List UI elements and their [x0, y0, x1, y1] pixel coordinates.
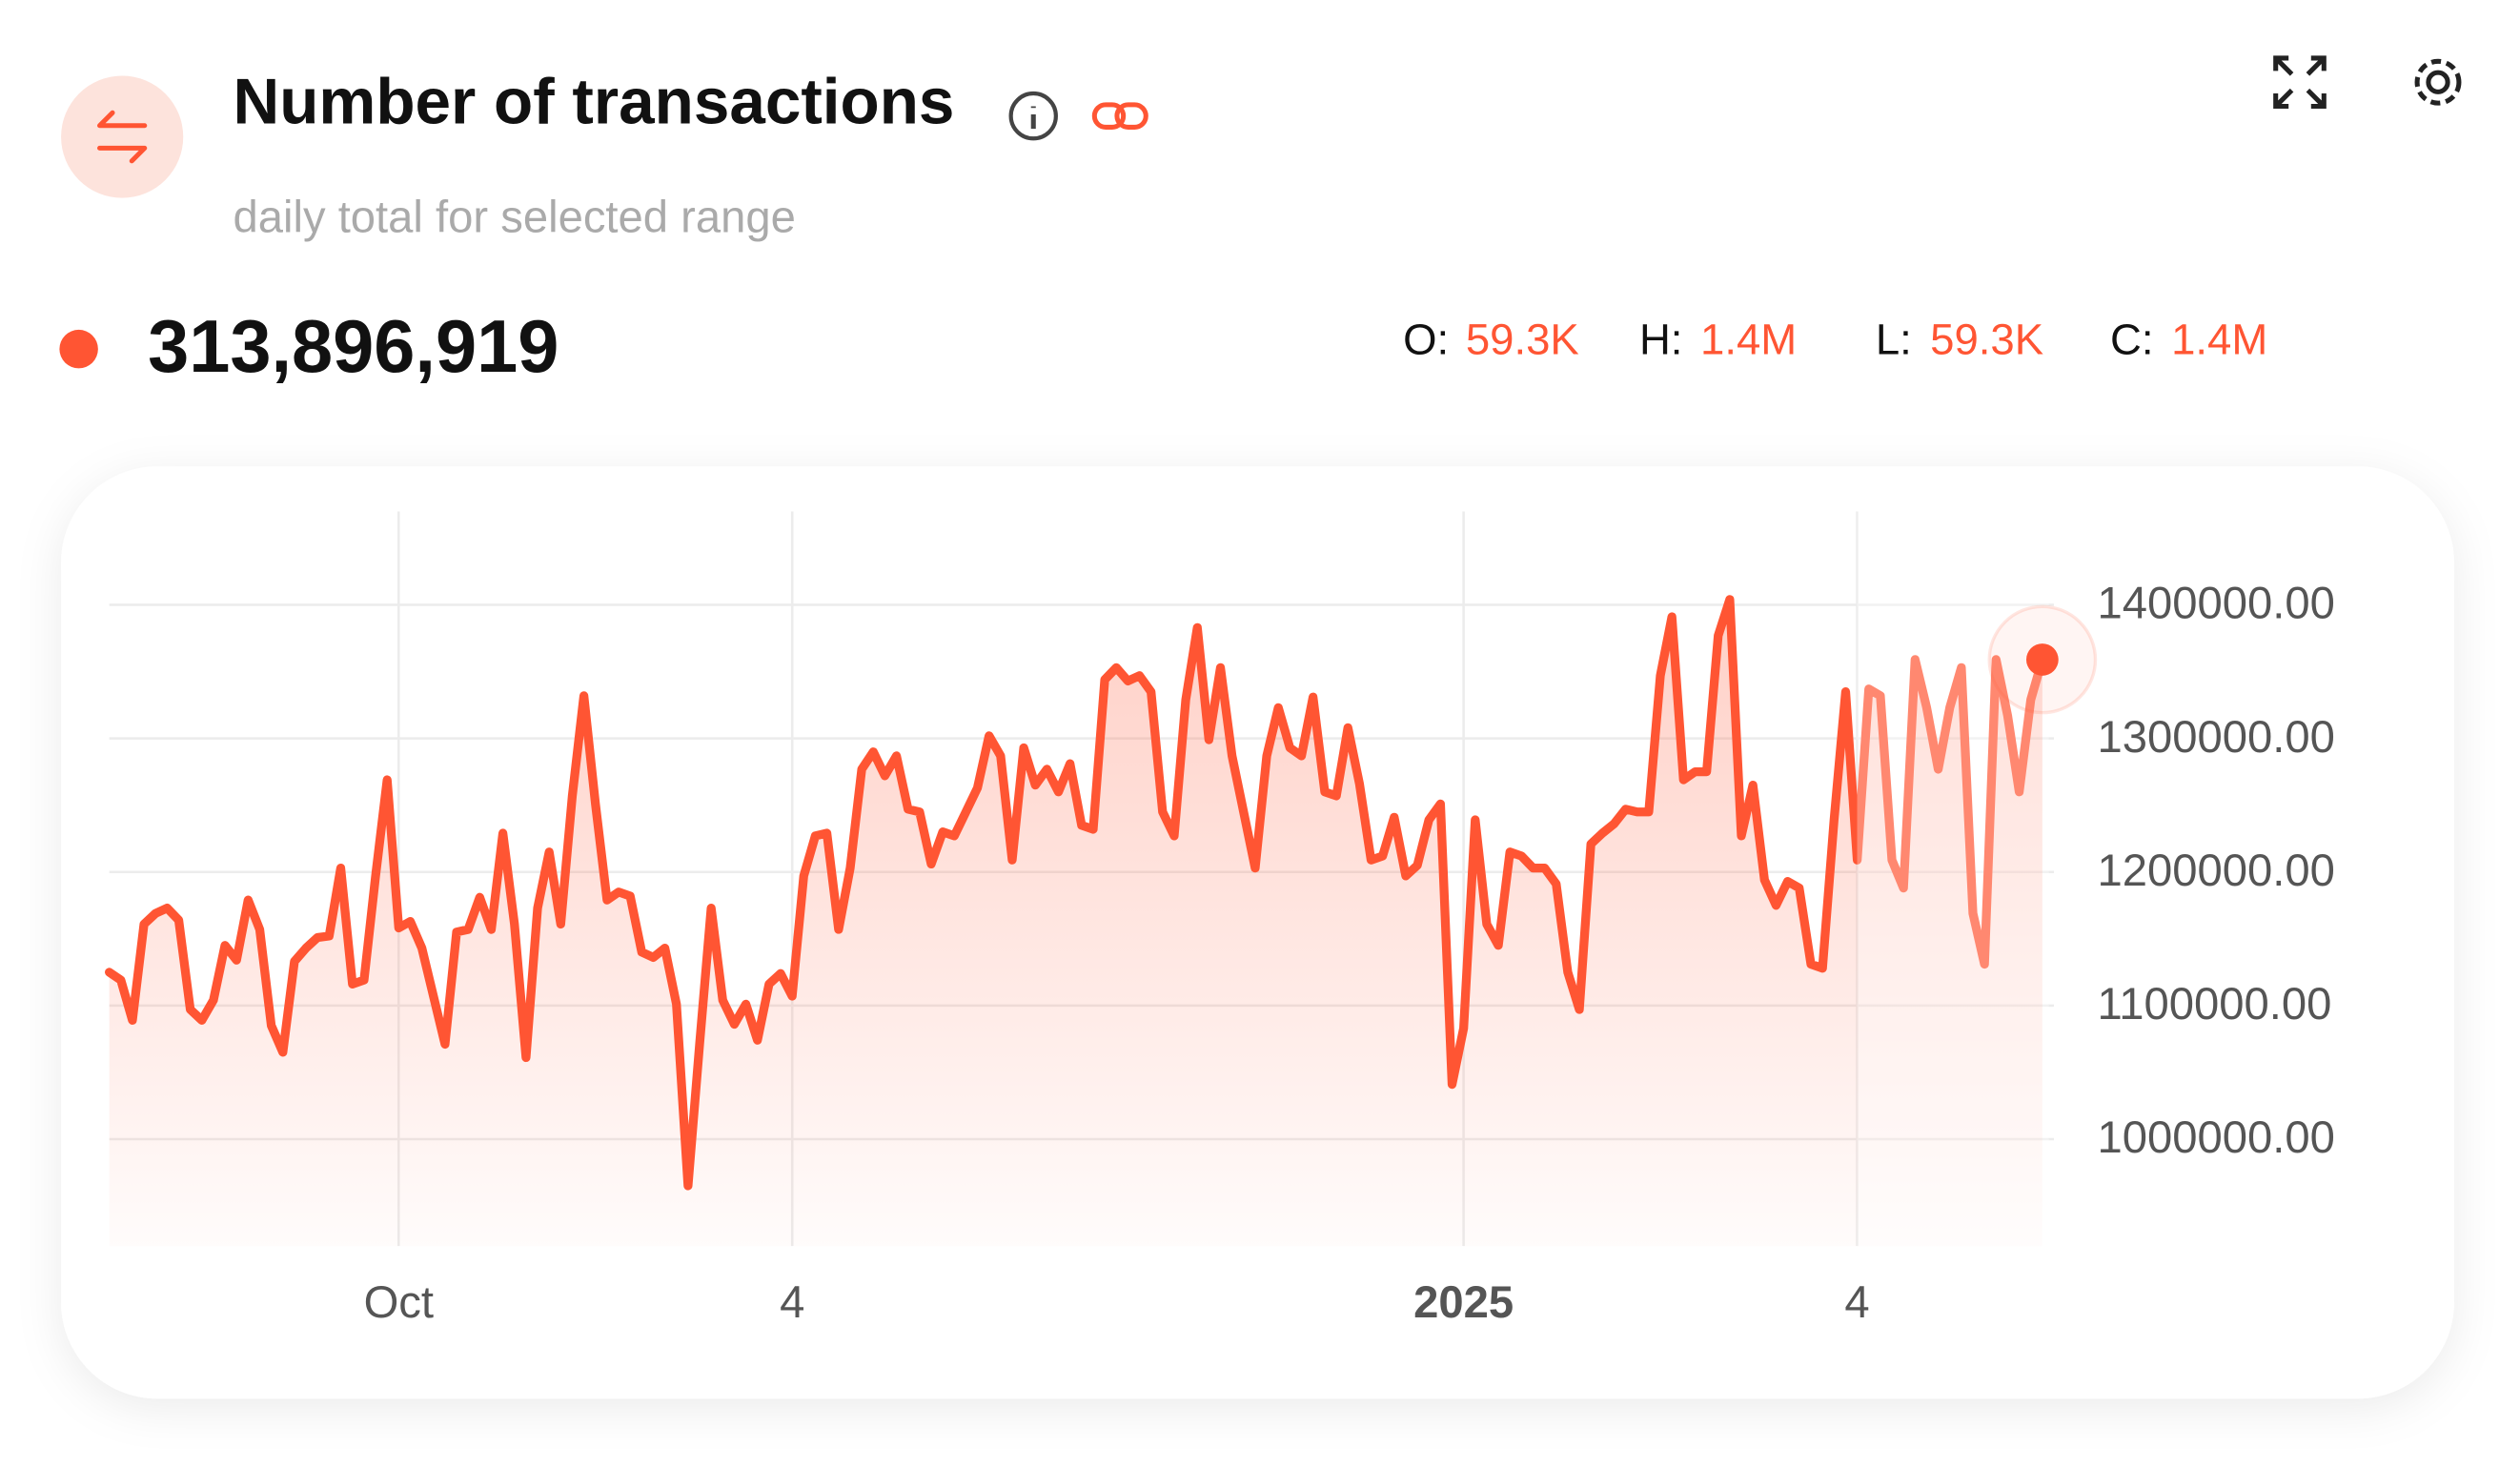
ohlc-value: 1.4M	[1700, 315, 1797, 363]
swap-icon	[97, 110, 148, 164]
ohlc-key: H:	[1639, 315, 1683, 363]
line	[105, 595, 2047, 1191]
ohlc-value: 1.4M	[2171, 315, 2267, 363]
settings-icon[interactable]	[2414, 58, 2462, 106]
info-icon[interactable]	[1008, 91, 1058, 141]
expand-icon[interactable]	[2273, 55, 2327, 110]
y-tick-label: 1100000.00	[2098, 979, 2332, 1030]
y-tick-label: 1400000.00	[2098, 579, 2335, 629]
ohlc-key: L:	[1876, 315, 1912, 363]
ohlc-key: C:	[2110, 315, 2154, 363]
area-fill	[109, 599, 2042, 1247]
title: Number of transactions	[234, 66, 955, 137]
ohlc-value: 59.3K	[1930, 315, 2043, 363]
total-value: 313,896,919	[148, 306, 559, 388]
last-point	[2025, 643, 2059, 676]
series-dot	[59, 329, 98, 369]
y-tick-label: 1000000.00	[2098, 1112, 2335, 1163]
y-tick-label: 1300000.00	[2098, 712, 2335, 763]
header-icon	[61, 75, 184, 198]
x-tick-label: 4	[780, 1277, 804, 1328]
ohlc: O: 59.3K H: 1.4M L: 59.3K C: 1.4M	[1403, 315, 2267, 363]
plot: 1000000.00 1100000.00 1200000.00 1300000.00…	[105, 511, 2335, 1328]
x-tick-label: 2025	[1413, 1277, 1514, 1328]
ohlc-key: O:	[1403, 315, 1449, 363]
x-tick-label: 4	[1844, 1277, 1869, 1328]
x-tick-label: Oct	[364, 1277, 434, 1328]
highlight-region	[1857, 511, 2049, 1247]
y-tick-label: 1200000.00	[2098, 846, 2335, 896]
link-icon[interactable]	[1091, 102, 1148, 130]
subtitle: daily total for selected range	[234, 193, 796, 243]
ohlc-value: 59.3K	[1466, 315, 1579, 363]
